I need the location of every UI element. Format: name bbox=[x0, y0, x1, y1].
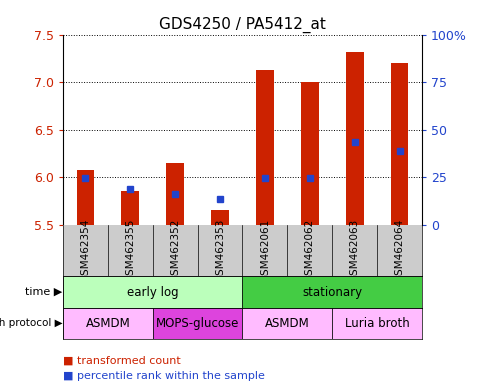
Bar bbox=[211, 210, 228, 225]
Text: ■ transformed count: ■ transformed count bbox=[63, 356, 181, 366]
Bar bbox=[166, 163, 184, 225]
Bar bbox=[332, 308, 421, 339]
Text: MOPS-glucose: MOPS-glucose bbox=[156, 317, 239, 329]
Text: ASMDM: ASMDM bbox=[264, 317, 309, 329]
Text: time ▶: time ▶ bbox=[25, 287, 62, 297]
Bar bbox=[300, 82, 318, 225]
Text: stationary: stationary bbox=[302, 286, 362, 298]
Bar bbox=[242, 308, 332, 339]
Title: GDS4250 / PA5412_at: GDS4250 / PA5412_at bbox=[159, 17, 325, 33]
Text: ASMDM: ASMDM bbox=[85, 317, 130, 329]
Bar bbox=[242, 276, 421, 308]
Text: GSM462353: GSM462353 bbox=[214, 219, 225, 282]
Bar bbox=[390, 63, 408, 225]
Text: GSM462063: GSM462063 bbox=[349, 219, 359, 282]
Text: GSM462354: GSM462354 bbox=[80, 219, 91, 282]
Text: Luria broth: Luria broth bbox=[344, 317, 408, 329]
Bar bbox=[76, 170, 94, 225]
Bar bbox=[63, 308, 152, 339]
Bar bbox=[345, 52, 363, 225]
Text: GSM462352: GSM462352 bbox=[170, 219, 180, 282]
Text: early log: early log bbox=[127, 286, 178, 298]
Text: GSM462355: GSM462355 bbox=[125, 219, 135, 282]
Bar bbox=[121, 191, 139, 225]
Text: GSM462061: GSM462061 bbox=[259, 219, 270, 282]
Text: ■ percentile rank within the sample: ■ percentile rank within the sample bbox=[63, 371, 264, 381]
Text: growth protocol ▶: growth protocol ▶ bbox=[0, 318, 62, 328]
Bar bbox=[256, 70, 273, 225]
Bar bbox=[152, 308, 242, 339]
Text: GSM462064: GSM462064 bbox=[393, 219, 404, 282]
Bar bbox=[63, 276, 242, 308]
Text: GSM462062: GSM462062 bbox=[304, 219, 314, 282]
